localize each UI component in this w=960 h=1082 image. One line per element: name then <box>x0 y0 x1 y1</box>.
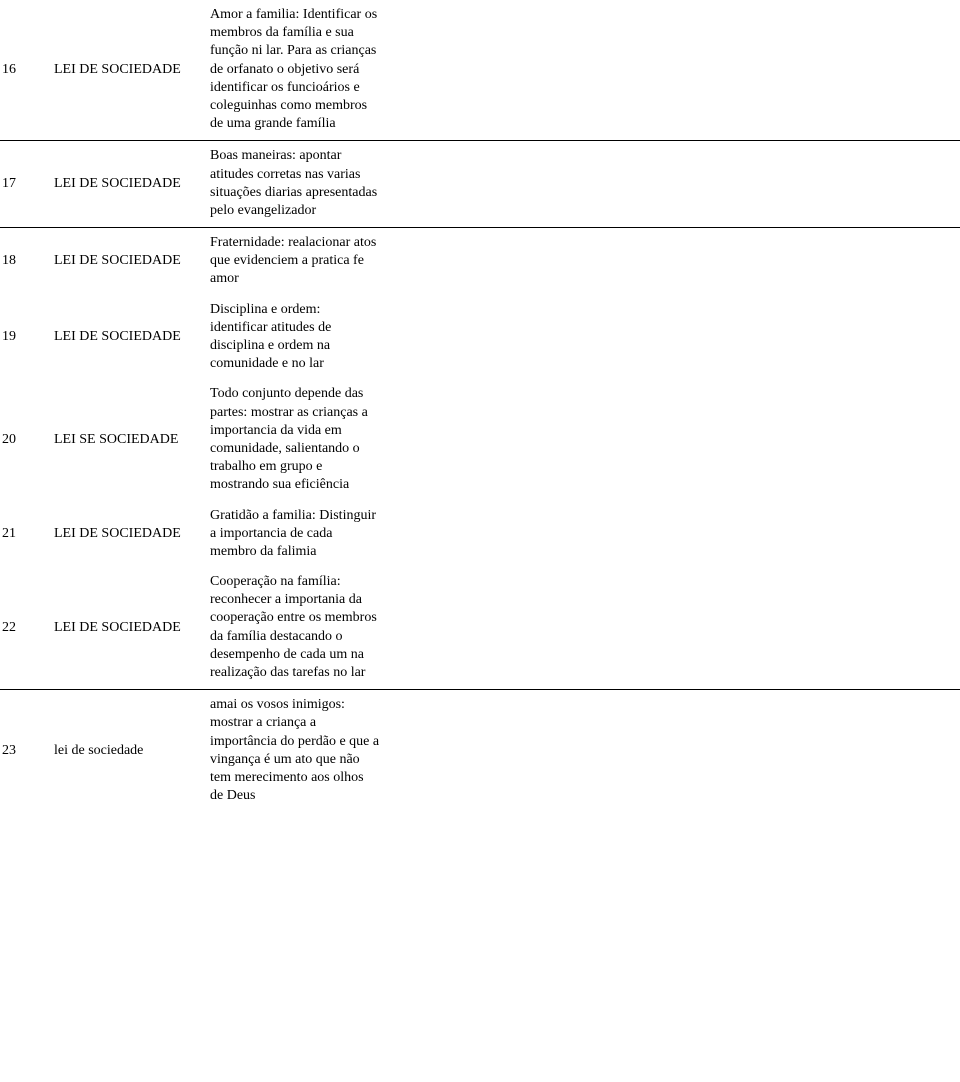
row-trailing <box>388 228 960 295</box>
row-number: 17 <box>0 141 50 226</box>
row-description: amai os vosos inimigos: mostrar a crianç… <box>206 690 388 812</box>
row-law: LEI DE SOCIEDADE <box>50 141 206 226</box>
row-law: LEI DE SOCIEDADE <box>50 295 206 380</box>
table-row: 20LEI SE SOCIEDADETodo conjunto depende … <box>0 379 960 500</box>
table-row: 17LEI DE SOCIEDADEBoas maneiras: apontar… <box>0 141 960 226</box>
curriculum-table: 16LEI DE SOCIEDADEAmor a familia: Identi… <box>0 0 960 811</box>
row-number: 22 <box>0 567 50 688</box>
row-law: LEI DE SOCIEDADE <box>50 501 206 568</box>
row-law: lei de sociedade <box>50 690 206 812</box>
row-trailing <box>388 567 960 688</box>
row-trailing <box>388 141 960 226</box>
row-description: Cooperação na família: reconhecer a impo… <box>206 567 388 688</box>
row-trailing <box>388 690 960 812</box>
row-number: 16 <box>0 0 50 139</box>
row-description: Disciplina e ordem: identificar atitudes… <box>206 295 388 380</box>
row-description: Boas maneiras: apontar atitudes corretas… <box>206 141 388 226</box>
table-row: 18LEI DE SOCIEDADEFraternidade: realacio… <box>0 228 960 295</box>
table-row: 16LEI DE SOCIEDADEAmor a familia: Identi… <box>0 0 960 139</box>
row-law: LEI DE SOCIEDADE <box>50 567 206 688</box>
table-row: 21LEI DE SOCIEDADEGratidão a familia: Di… <box>0 501 960 568</box>
row-law: LEI SE SOCIEDADE <box>50 379 206 500</box>
row-trailing <box>388 501 960 568</box>
table-row: 19LEI DE SOCIEDADEDisciplina e ordem: id… <box>0 295 960 380</box>
row-description: Amor a familia: Identificar os membros d… <box>206 0 388 139</box>
row-number: 21 <box>0 501 50 568</box>
row-number: 20 <box>0 379 50 500</box>
row-number: 18 <box>0 228 50 295</box>
row-trailing <box>388 379 960 500</box>
row-number: 23 <box>0 690 50 812</box>
row-trailing <box>388 0 960 139</box>
row-description: Gratidão a familia: Distinguir a importa… <box>206 501 388 568</box>
row-number: 19 <box>0 295 50 380</box>
row-trailing <box>388 295 960 380</box>
row-description: Fraternidade: realacionar atos que evide… <box>206 228 388 295</box>
row-description: Todo conjunto depende das partes: mostra… <box>206 379 388 500</box>
row-law: LEI DE SOCIEDADE <box>50 228 206 295</box>
table-row: 23lei de sociedadeamai os vosos inimigos… <box>0 690 960 812</box>
table-row: 22LEI DE SOCIEDADECooperação na família:… <box>0 567 960 688</box>
row-law: LEI DE SOCIEDADE <box>50 0 206 139</box>
